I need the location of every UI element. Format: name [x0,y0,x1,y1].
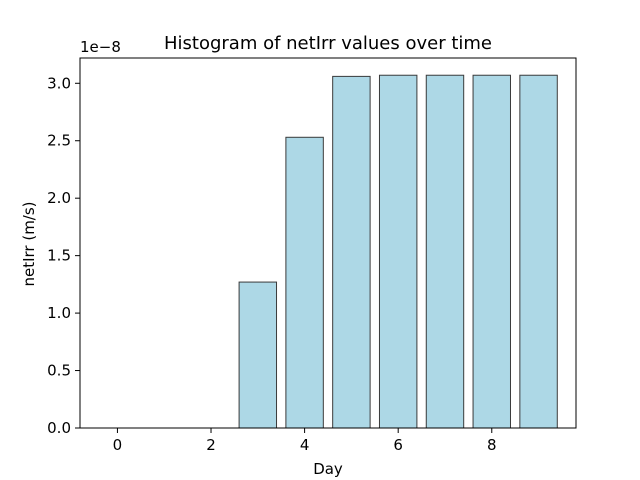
chart-title: Histogram of netIrr values over time [164,33,492,54]
y-offset-label: 1e−8 [80,38,121,56]
bar-day-4 [285,136,324,429]
bar-day-9 [519,74,558,429]
bar-day-8 [472,74,511,429]
plot-frame [79,57,577,429]
bar-day-3 [238,281,278,429]
bar-day-7 [425,74,465,429]
bars-group [238,74,558,429]
y-axis-label: netIrr (m/s) [20,201,38,286]
y-tick-label: 1.5 [47,247,71,265]
y-tick-label: 2.0 [47,189,71,207]
x-tick-label: 8 [487,436,497,454]
x-axis-label: Day [313,460,343,478]
x-tick-label: 6 [393,436,403,454]
y-ticks-group: 0.0 0.5 1.0 1.5 2.0 2.5 3.0 [47,74,80,437]
bar-day-5 [332,75,371,429]
x-tick-label: 0 [113,436,123,454]
x-ticks-group: 0 2 4 6 8 [113,428,497,454]
y-tick-label: 2.5 [47,132,71,150]
y-tick-label: 1.0 [47,304,71,322]
x-tick-label: 4 [300,436,310,454]
y-tick-label: 0.5 [47,362,71,380]
y-tick-label: 0.0 [47,419,71,437]
x-tick-label: 2 [206,436,216,454]
bar-day-6 [378,74,418,429]
y-tick-label: 3.0 [47,74,71,92]
